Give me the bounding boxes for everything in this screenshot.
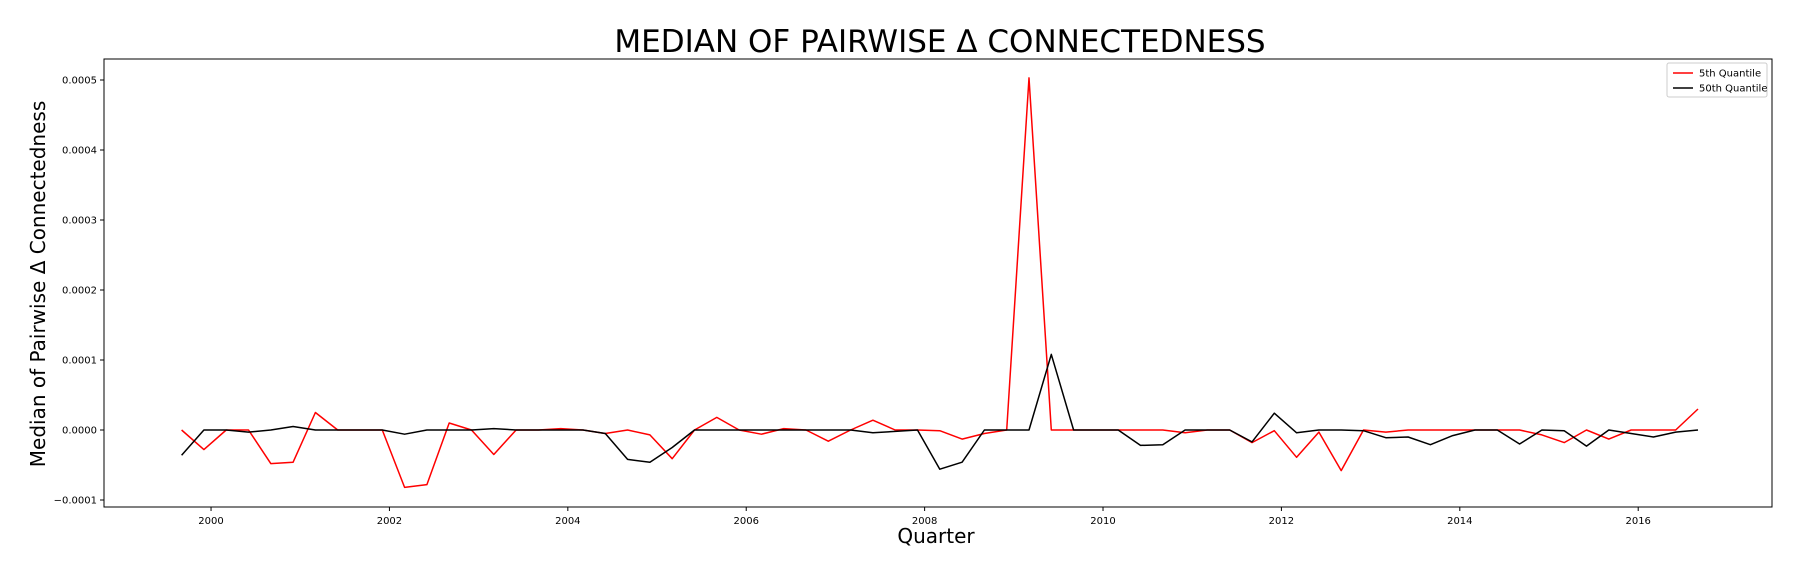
series-line-5th-quantile [181,77,1699,489]
y-tick-label: −0.0001 [54,496,97,507]
x-tick-label: 2016 [1625,516,1650,527]
legend-label: 50th Quantile [1699,84,1767,95]
ticks-layer: 2000 2002 2004 2006 2008 2010 2012 2014 2016 −0.0… [54,76,1651,528]
x-tick-label: 2000 [198,516,223,527]
x-tick-label: 2010 [1090,516,1115,527]
y-tick-label: 0.0004 [62,146,97,157]
y-axis-label: Median of Pairwise Δ Connectedness [26,101,50,467]
y-tick-label: 0.0001 [62,356,97,367]
x-tick-label: 2012 [1269,516,1294,527]
legend: 5th Quantile 50th Quantile [1666,62,1768,98]
x-tick-label: 2004 [555,516,580,527]
chart-title: MEDIAN OF PAIRWISE Δ CONNECTEDNESS [614,24,1265,60]
plot-frame [103,58,1773,508]
y-tick-label: 0.0002 [62,286,97,297]
x-tick-label: 2008 [912,516,937,527]
series-line-50th-quantile [181,353,1699,470]
y-tick-label: 0.0005 [62,76,97,87]
y-tick-label: 0.0003 [62,216,97,227]
series-layer [181,77,1699,489]
x-tick-label: 2006 [733,516,758,527]
x-tick-label: 2002 [377,516,402,527]
x-tick-label: 2014 [1447,516,1472,527]
x-axis-label: Quarter [897,524,975,548]
legend-label: 5th Quantile [1699,69,1761,80]
y-tick-label: 0.0000 [62,426,97,437]
